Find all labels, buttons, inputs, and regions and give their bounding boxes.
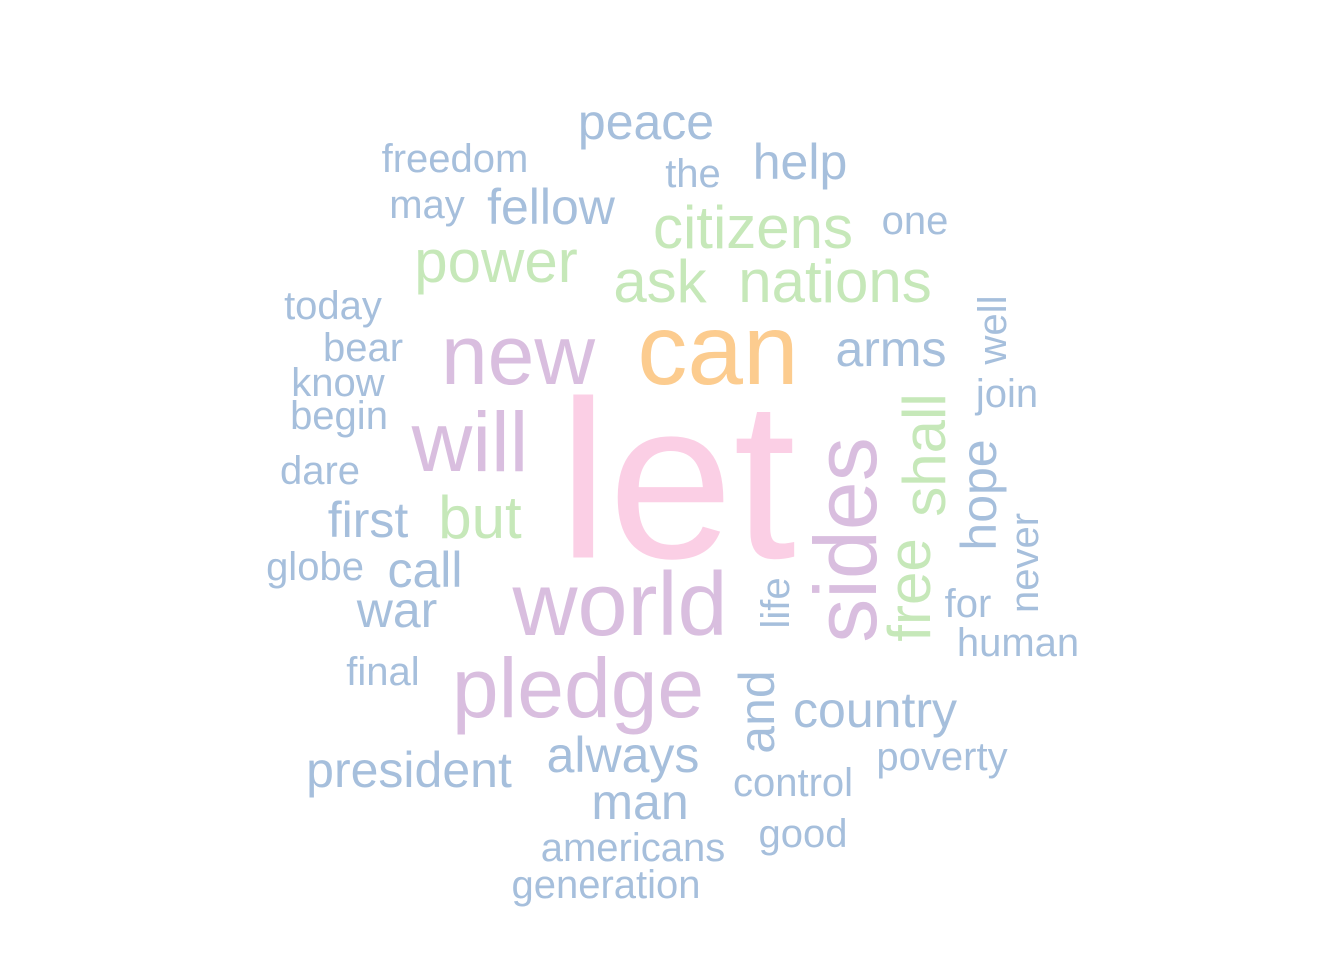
word-may: may xyxy=(389,183,465,227)
word-help: help xyxy=(752,134,848,190)
word-president: president xyxy=(306,742,512,798)
word-war: war xyxy=(356,582,438,638)
word-pledge: pledge xyxy=(451,641,705,735)
word-nations: nations xyxy=(738,248,932,315)
word-freedom: freedom xyxy=(381,137,529,181)
word-for: for xyxy=(944,582,992,626)
word-well: well xyxy=(971,295,1015,365)
word-ask: ask xyxy=(613,248,707,315)
word-today: today xyxy=(284,284,382,328)
word-final: final xyxy=(346,650,420,694)
word-arms: arms xyxy=(835,321,947,377)
word-know: know xyxy=(291,361,385,405)
word-but: but xyxy=(438,484,522,551)
word-bear: bear xyxy=(322,326,404,370)
word-and: and xyxy=(729,670,785,754)
word-human: human xyxy=(956,621,1080,665)
word-generation: generation xyxy=(511,863,701,907)
word-new: new xyxy=(440,308,596,402)
word-always: always xyxy=(546,727,700,783)
word-dare: dare xyxy=(279,449,361,493)
word-call: call xyxy=(387,542,463,598)
word-free: free xyxy=(876,538,943,642)
word-peace: peace xyxy=(577,94,715,150)
word-power: power xyxy=(414,228,578,295)
word-poverty: poverty xyxy=(876,735,1008,779)
word-never: never xyxy=(1003,512,1047,614)
word-good: good xyxy=(758,812,848,856)
word-fellow: fellow xyxy=(487,179,615,235)
word-americans: americans xyxy=(540,826,726,870)
word-join: join xyxy=(975,372,1039,416)
word-life: life xyxy=(754,577,798,629)
word-one: one xyxy=(881,199,949,243)
word-will: will xyxy=(411,395,529,489)
word-let: let xyxy=(558,353,796,606)
word-control: control xyxy=(732,761,854,805)
word-globe: globe xyxy=(266,545,364,589)
word-man: man xyxy=(591,774,689,830)
word-can: can xyxy=(637,294,799,406)
word-begin: begin xyxy=(290,394,388,438)
word-shall: shall xyxy=(891,393,958,517)
word-country: country xyxy=(793,682,957,738)
word-world: world xyxy=(512,555,728,655)
word-citizens: citizens xyxy=(652,194,854,261)
word-first: first xyxy=(327,492,409,548)
word-hope: hope xyxy=(951,439,1007,551)
word-the: the xyxy=(665,152,721,196)
